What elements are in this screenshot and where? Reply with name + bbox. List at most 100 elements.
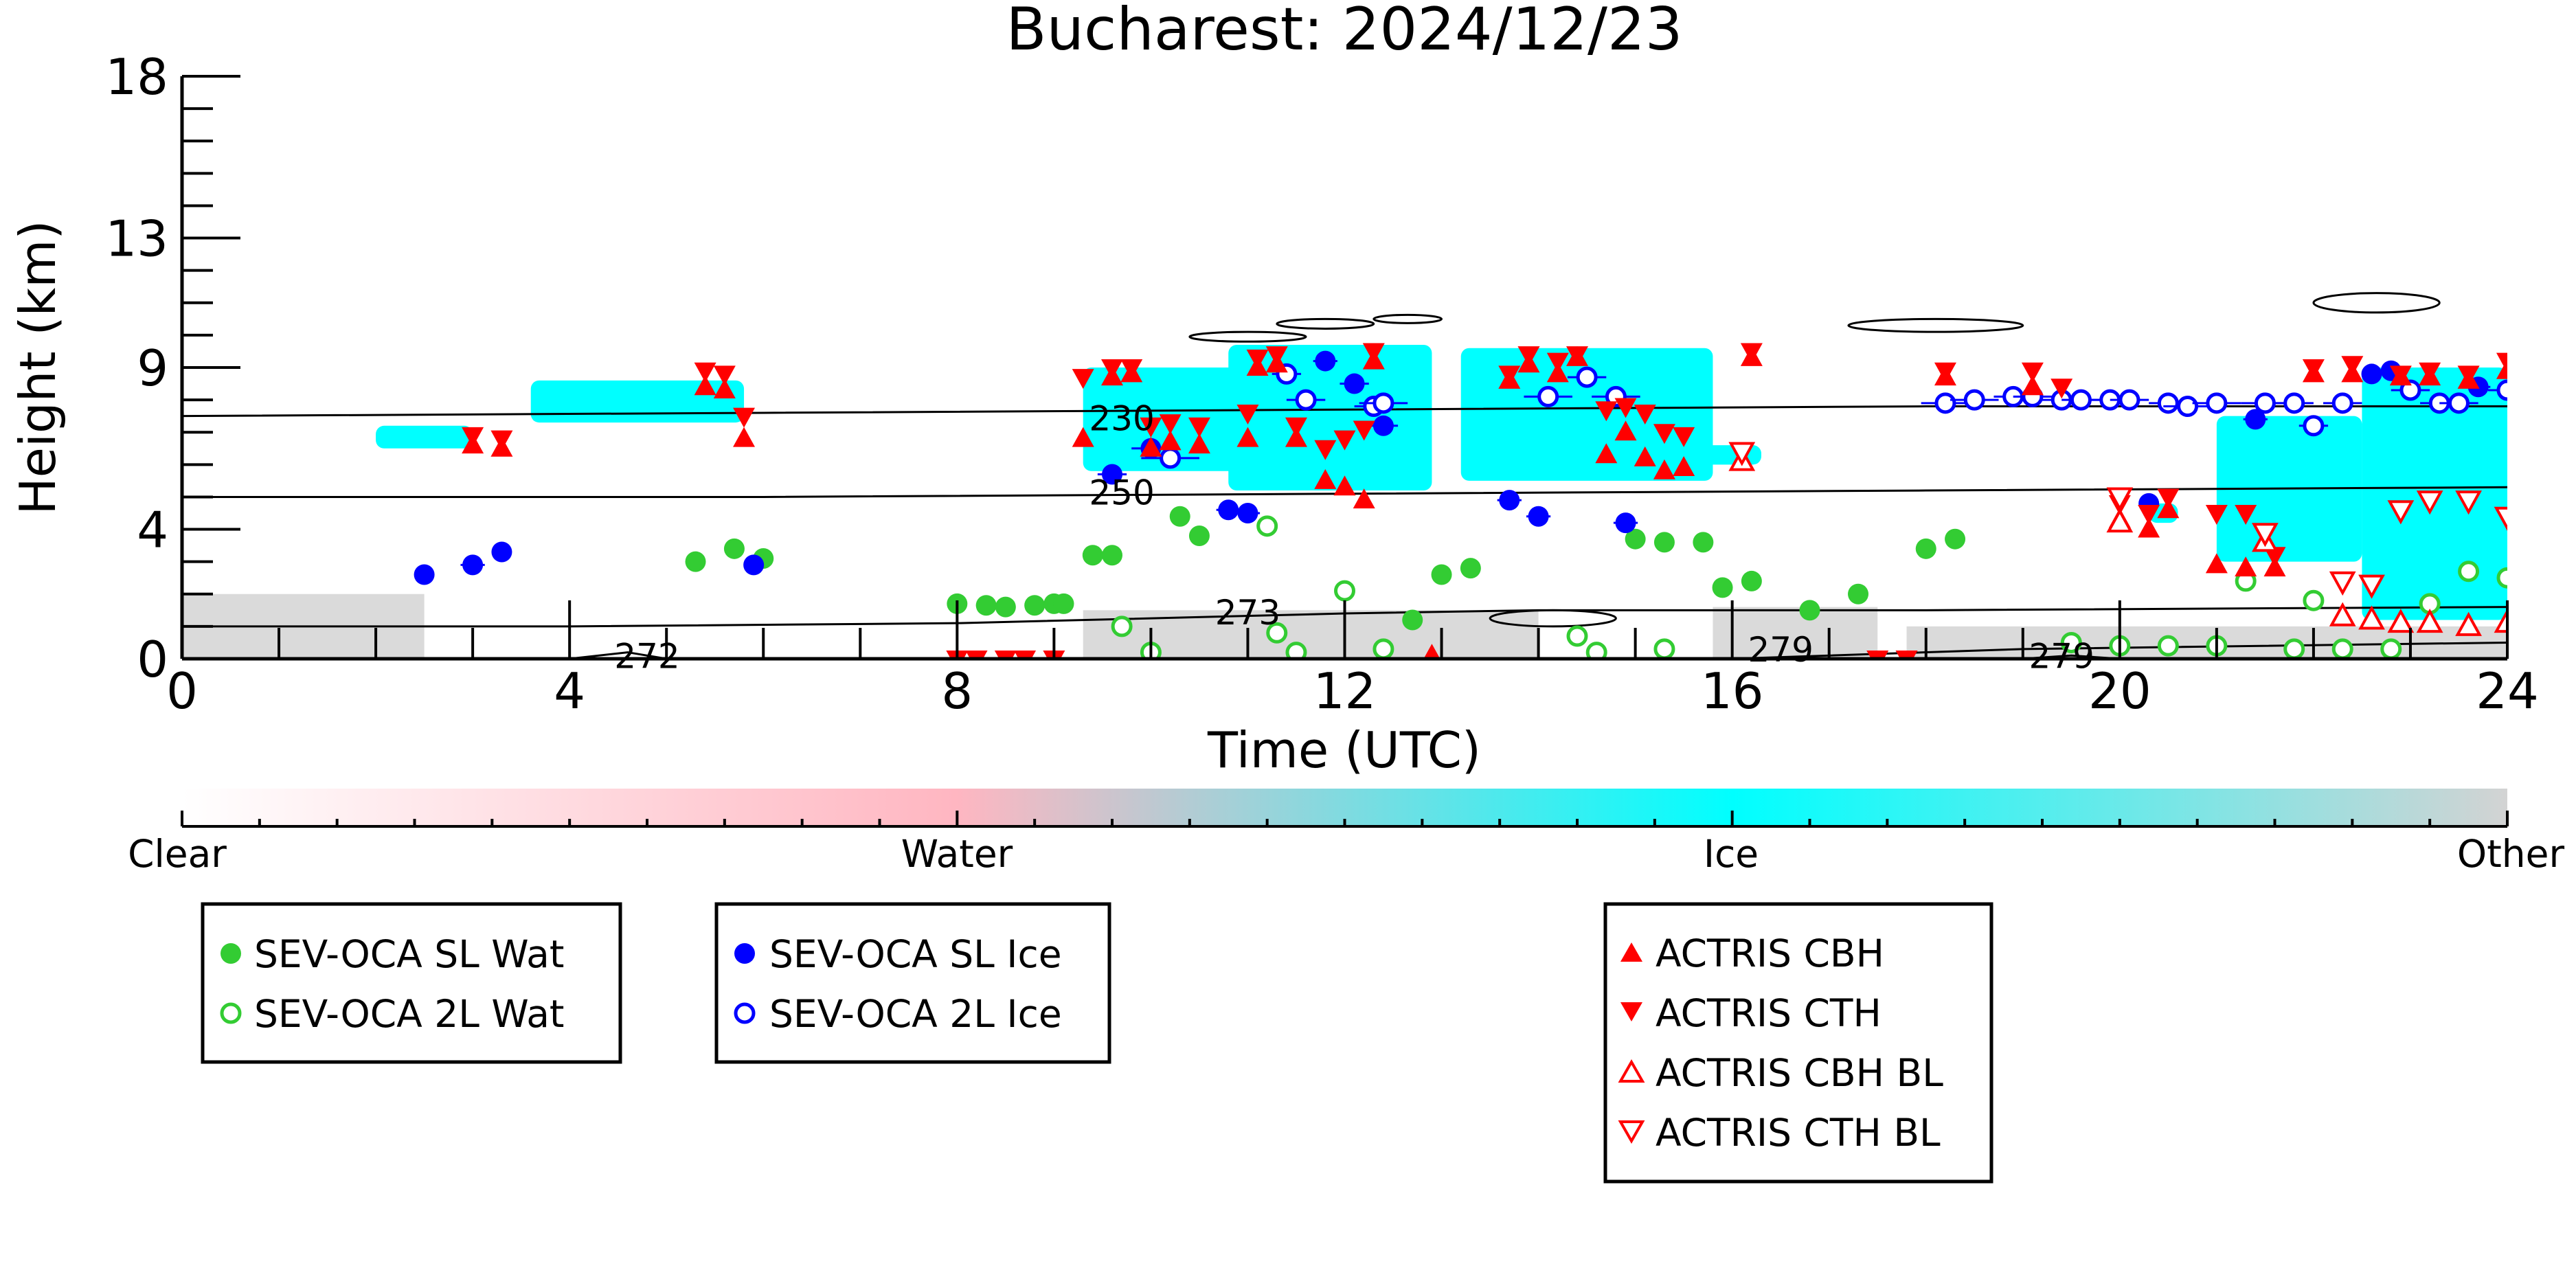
point-sev-oca-2l-ice-22 [2331,392,2353,414]
legend-marker-actris-cth-bl [1618,1120,1645,1144]
point-sev-oca-sl-wat-6 [1024,595,1046,616]
isoline-272-3 [569,651,667,659]
point-sev-oca-sl-wat-1 [723,538,745,559]
temperature-contour-1 [1276,317,1375,330]
x-tick-label-12: 12 [1313,662,1377,720]
point-actris-cth-3 [713,365,736,386]
point-sev-oca-sl-wat-14 [1431,564,1452,585]
point-actris-cth-18 [1265,346,1288,367]
isoline-label-273-2: 273 [1215,593,1280,633]
point-sev-oca-2l-wat-9 [1653,638,1675,659]
axes: 0 4 9 13 18 0 4 8 12 16 20 24 [105,48,2538,720]
point-sev-oca-sl-wat-17 [1653,532,1675,553]
point-sev-oca-2l-ice-4 [1372,392,1394,414]
point-sev-oca-2l-ice-0 [1160,447,1182,469]
x-tick-label-8: 8 [941,662,973,720]
point-actris-cth-12 [1120,359,1143,379]
point-actris-cth-bl-7 [2455,490,2482,515]
ice-region-1 [530,380,745,423]
point-actris-cth-48 [2419,362,2441,383]
isoline-label-230-0: 230 [1089,398,1154,438]
point-actris-cbh-26 [1634,446,1656,466]
point-sev-oca-sl-wat-12 [1188,525,1210,546]
point-actris-cth-7 [994,651,1017,659]
point-sev-oca-2l-ice-5 [1537,385,1559,407]
point-actris-cbh-8 [1140,436,1162,457]
y-tick-label-9: 9 [137,339,168,397]
point-actris-cth-35 [1895,651,1918,659]
other-region-2 [1713,607,1878,659]
point-sev-oca-sl-ice-12 [1528,506,1549,527]
point-sev-oca-2l-wat-3 [1266,622,1288,644]
point-sev-oca-2l-ice-15 [2119,389,2140,411]
point-actris-cbh-bl-3 [2329,602,2356,626]
point-actris-cth-28 [1595,401,1618,422]
point-actris-cth-bl-1 [2106,487,2134,512]
y-tick-label-0: 0 [137,631,168,688]
point-actris-cbh-19 [1423,644,1440,659]
point-sev-oca-sl-wat-24 [1945,528,1966,550]
point-actris-cth-31 [1653,424,1675,444]
point-actris-cth-1 [490,430,513,451]
point-actris-cth-22 [1353,420,1375,441]
point-sev-oca-sl-wat-16 [1625,528,1646,550]
point-actris-cth-8 [1014,651,1037,659]
x-tick-label-20: 20 [2088,662,2151,720]
point-actris-cbh-17 [1353,488,1375,509]
legend-label-actris-cbh-bl: ACTRIS CBH BL [1656,1051,1943,1095]
point-actris-cth-2 [694,362,716,383]
point-actris-cbh-3 [713,378,736,398]
point-sev-oca-2l-ice-19 [2254,392,2276,414]
point-actris-cth-bl-5 [2387,500,2415,525]
point-sev-oca-2l-wat-18 [2380,638,2402,659]
legend-marker-sev-oca-sl-ice [734,943,755,964]
x-tick-label-0: 0 [166,662,198,720]
point-actris-cth-23 [1362,343,1385,363]
point-sev-oca-2l-wat-12 [2157,635,2179,657]
point-actris-cth-0 [462,427,484,447]
point-sev-oca-sl-wat-13 [1402,609,1423,631]
colorbar-label-clear: Clear [128,832,227,876]
x-tick-label-16: 16 [1701,662,1764,720]
point-sev-oca-2l-wat-8 [1585,642,1607,659]
legend-marker-actris-cbh [1620,942,1642,962]
point-actris-cth-27 [1566,346,1588,367]
point-sev-oca-sl-ice-9 [1344,373,1365,394]
classification-colorbar: Clear Water Ice Other [128,789,2564,876]
isoline-label-272-3: 272 [614,637,679,677]
y-tick-label-18: 18 [105,48,168,106]
point-actris-cth-41 [2157,488,2180,509]
point-actris-cbh-2 [694,375,716,396]
point-sev-oca-2l-wat-17 [2331,638,2353,659]
point-actris-cth-21 [1333,430,1356,451]
point-actris-cbh-24 [1595,443,1618,464]
point-actris-cth-14 [1159,414,1182,435]
point-actris-cth-bl-6 [2416,490,2443,515]
point-actris-cth-30 [1634,404,1656,425]
point-actris-cth-45 [2302,359,2325,379]
point-sev-oca-sl-wat-21 [1799,600,1820,621]
point-sev-oca-sl-wat-0 [685,551,706,572]
point-sev-oca-2l-wat-16 [2303,589,2325,611]
chart-title: Bucharest: 2024/12/23 [1006,0,1683,64]
y-tick-label-4: 4 [137,501,168,559]
point-actris-cbh-11 [1236,427,1259,447]
point-sev-oca-sl-ice-2 [491,541,512,563]
point-sev-oca-2l-ice-16 [2157,392,2179,414]
legend-label-sev-oca-2l-wat: SEV-OCA 2L Wat [254,992,565,1036]
point-actris-cth-44 [2263,547,2286,567]
isoline-labels: 230 250 273 272 279 279 [614,398,2094,676]
point-sev-oca-sl-ice-4 [1102,464,1122,485]
point-sev-oca-sl-wat-23 [1915,538,1936,559]
point-sev-oca-2l-ice-25 [2448,392,2470,414]
point-sev-oca-sl-wat-20 [1741,570,1762,591]
temperature-contour-0 [1188,330,1307,343]
point-actris-cbh-27 [1653,459,1675,479]
series-sev-oca-2l-ice [1141,363,2507,469]
legend-sev-oca-water: SEV-OCA SL Wat SEV-OCA 2L Wat [201,902,622,1064]
point-actris-cbh-28 [1673,456,1695,477]
point-sev-oca-2l-ice-20 [2283,392,2305,414]
point-sev-oca-2l-wat-0 [1111,615,1133,637]
point-sev-oca-2l-ice-9 [1963,389,1985,411]
